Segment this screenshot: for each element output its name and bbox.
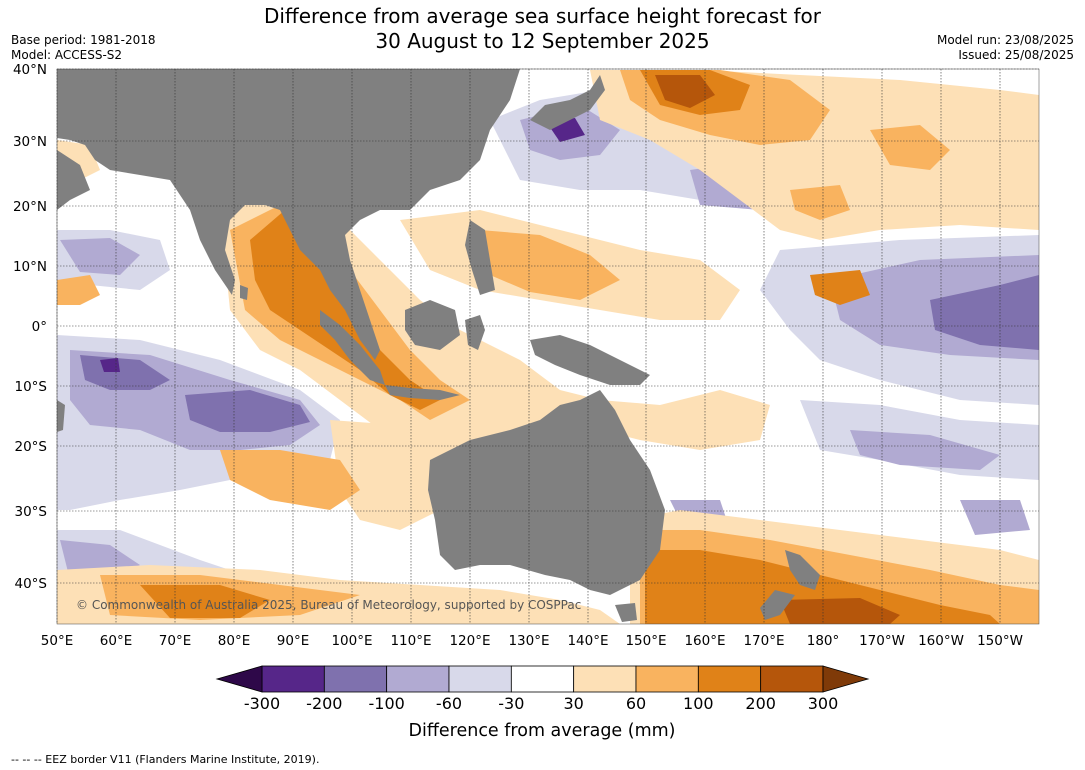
colorbar-segment xyxy=(323,665,388,693)
colorbar-tick-label: 300 xyxy=(808,694,839,713)
colorbar-segment xyxy=(573,665,637,693)
longitude-label: 150°E xyxy=(625,633,666,649)
anomaly-region xyxy=(220,190,770,480)
japan xyxy=(530,75,605,130)
colorbar-tick-labels: -300 -200 -100 -60 -30 30 60 100 200 300 xyxy=(244,694,838,713)
anomaly-region xyxy=(960,500,1030,535)
latitude-label: 10°N xyxy=(13,259,47,275)
colorbar-low-arrow xyxy=(215,665,263,693)
longitude-label: 90°E xyxy=(277,633,309,649)
run-info: Model run: 23/08/2025 Issued: 25/08/2025 xyxy=(937,33,1074,63)
longitude-label: 140°E xyxy=(567,633,608,649)
sumatra xyxy=(320,310,385,385)
longitude-label: 170°W xyxy=(859,633,905,649)
anomaly-region xyxy=(655,75,715,108)
colorbar-segment xyxy=(697,665,762,693)
title-line-2: 30 August to 12 September 2025 xyxy=(375,29,710,53)
colorbar-tick-label: -30 xyxy=(498,694,524,713)
latitude-label: 10°S xyxy=(15,379,48,395)
anomaly-region xyxy=(645,550,1000,624)
latitude-label: 40°S xyxy=(15,576,48,592)
anomaly-region xyxy=(810,270,870,305)
title-line-1: Difference from average sea surface heig… xyxy=(263,4,822,28)
new-zealand xyxy=(760,550,820,620)
copyright-notice: © Commonwealth of Australia 2025, Bureau… xyxy=(76,598,581,612)
map-frame xyxy=(56,68,1040,625)
latitude-labels: 40°N 30°N 20°N 10°N 0° 10°S 20°S 30°S 40°S xyxy=(13,62,47,592)
longitude-label: 170°E xyxy=(743,633,784,649)
model-info: Base period: 1981-2018 Model: ACCESS-S2 xyxy=(11,33,156,63)
longitude-label: 80°E xyxy=(218,633,250,649)
longitude-label: 110°E xyxy=(390,633,431,649)
colorbar-tick-label: 200 xyxy=(745,694,776,713)
new-guinea xyxy=(530,335,650,385)
colorbar-title: Difference from average (mm) xyxy=(408,721,675,741)
model-name: Model: ACCESS-S2 xyxy=(11,48,123,62)
colorbar-tick-label: -300 xyxy=(244,694,280,713)
longitude-label: 160°W xyxy=(918,633,964,649)
longitude-label: 180° xyxy=(807,633,840,649)
eez-note: -- -- -- EEZ border V11 (Flanders Marine… xyxy=(11,753,320,766)
sea-surface-height-map: 40°N 30°N 20°N 10°N 0° 10°S 20°S 30°S 40°S 50°E 6… xyxy=(13,62,1040,649)
colorbar: -300 -200 -100 -60 -30 30 60 100 200 300 Differen… xyxy=(215,665,870,741)
colorbar-tick-label: -60 xyxy=(436,694,462,713)
philippines xyxy=(465,220,495,295)
asia-landmass xyxy=(57,69,520,360)
colorbar-tick-label: 30 xyxy=(563,694,583,713)
anomaly-region xyxy=(185,390,310,432)
longitude-label: 130°E xyxy=(508,633,549,649)
colorbar-segment xyxy=(261,665,325,693)
anomaly-region xyxy=(220,450,360,510)
colorbar-segment xyxy=(386,665,450,693)
colorbar-segment xyxy=(448,665,512,693)
anomaly-region xyxy=(100,358,120,372)
anomaly-region xyxy=(330,420,460,530)
anomaly-region xyxy=(140,585,270,618)
anomaly-region xyxy=(57,275,100,305)
model-run: Model run: 23/08/2025 xyxy=(936,33,1074,47)
colorbar-segments xyxy=(261,665,824,693)
anomaly-region xyxy=(790,185,850,220)
longitude-label: 100°E xyxy=(331,633,372,649)
colorbar-tick-label: -200 xyxy=(306,694,342,713)
issued-date: Issued: 25/08/2025 xyxy=(958,48,1074,62)
latitude-label: 40°N xyxy=(13,62,47,78)
anomaly-region xyxy=(850,430,1000,470)
latitude-label: 20°S xyxy=(15,439,48,455)
tasmania xyxy=(615,603,637,622)
longitude-label: 60°E xyxy=(100,633,132,649)
australia xyxy=(428,390,665,595)
madagascar-edge xyxy=(57,400,65,432)
anomaly-region xyxy=(480,230,620,300)
sulawesi xyxy=(465,315,485,350)
map-title: Difference from average sea surface heig… xyxy=(0,4,1085,54)
latitude-label: 20°N xyxy=(13,199,47,215)
java xyxy=(385,385,460,400)
latitude-label: 30°S xyxy=(15,504,48,520)
anomaly-region xyxy=(870,125,950,170)
colorbar-tick-label: -100 xyxy=(369,694,405,713)
graticule xyxy=(56,68,1039,624)
base-period: Base period: 1981-2018 xyxy=(11,33,156,47)
colorbar-segment xyxy=(510,665,575,693)
sri-lanka xyxy=(240,285,248,300)
colorbar-tick-label: 100 xyxy=(683,694,714,713)
borneo xyxy=(405,300,460,350)
colorbar-high-arrow xyxy=(822,665,870,693)
anomaly-region xyxy=(930,275,1039,350)
longitude-labels: 50°E 60°E 70°E 80°E 90°E 100°E 110°E 120°E 130°E… xyxy=(41,633,1023,649)
anomaly-region xyxy=(780,598,900,624)
longitude-label: 50°E xyxy=(41,633,73,649)
longitude-label: 150°W xyxy=(977,633,1023,649)
latitude-label: 0° xyxy=(32,319,47,335)
land-masses xyxy=(57,69,820,622)
colorbar-segment xyxy=(760,665,824,693)
longitude-label: 160°E xyxy=(684,633,725,649)
arabian-peninsula xyxy=(57,150,90,210)
colorbar-segment xyxy=(635,665,699,693)
longitude-label: 120°E xyxy=(449,633,490,649)
longitude-label: 70°E xyxy=(159,633,191,649)
colorbar-tick-label: 60 xyxy=(626,694,646,713)
latitude-label: 30°N xyxy=(13,134,47,150)
